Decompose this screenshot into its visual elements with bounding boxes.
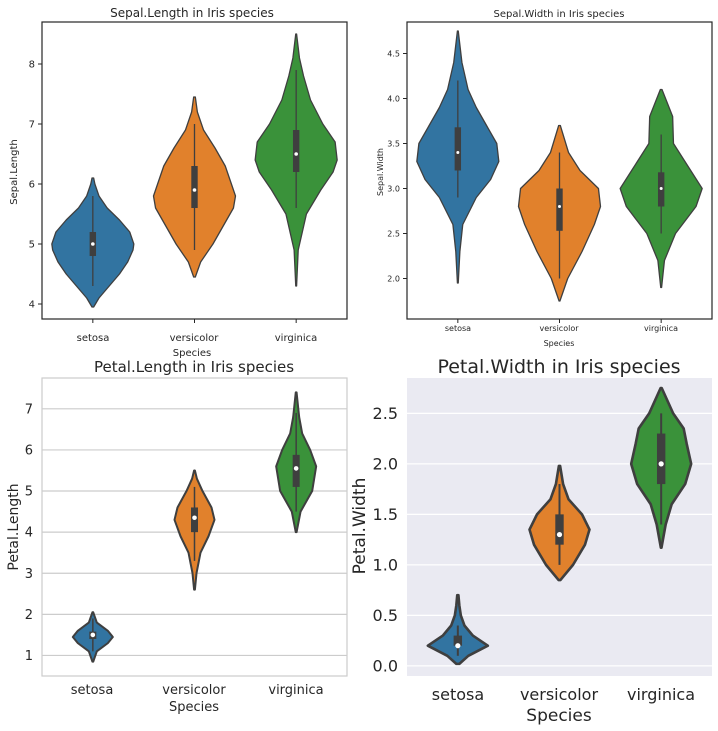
- median-point-setosa: [90, 632, 96, 638]
- iqr-box-setosa: [453, 635, 463, 646]
- median-point-virginica: [658, 461, 664, 467]
- y-tick-label: 7: [29, 120, 35, 131]
- y-tick-label: 4.0: [387, 94, 400, 103]
- violins: [426, 386, 693, 666]
- median-point-virginica: [659, 187, 663, 190]
- violins: [416, 30, 703, 302]
- iqr-box-virginica: [656, 433, 666, 485]
- y-tick-label: 6: [25, 443, 33, 458]
- plot-area: 2.0 2.5 3.0 3.5 4.0 4.5: [387, 21, 713, 323]
- y-axis-label-petal-width: Petal.Width: [350, 478, 370, 575]
- y-tick-label: 0.0: [373, 656, 398, 675]
- plot-frame: [41, 21, 348, 320]
- median-point-versicolor: [192, 515, 197, 521]
- chart-panel-petal-width: 0.0 0.5 1.0 1.5 2.0 2.5 Petal.Width in Iris s…: [350, 356, 712, 726]
- x-tick-group: setosa versicolor virginica: [432, 685, 695, 704]
- y-tick-label: 0.5: [373, 606, 398, 625]
- iqr-box-virginica: [292, 454, 300, 487]
- x-tick-label: virginica: [627, 685, 695, 704]
- x-tick-label: setosa: [432, 685, 484, 704]
- y-tick-label: 7: [25, 402, 33, 417]
- chart-panel-sepal-length: 4 5 6 7 8 Sepal.Length in Iris species Speci…: [9, 6, 348, 359]
- iqr-box-versicolor: [191, 166, 198, 208]
- x-tick-label: versicolor: [539, 324, 579, 333]
- y-tick-label: 1: [25, 649, 33, 664]
- y-tick-label: 4: [29, 300, 35, 311]
- plot-frame: [406, 21, 713, 320]
- x-tick-label: setosa: [71, 683, 114, 698]
- chart-title-sepal-length: Sepal.Length in Iris species: [110, 6, 274, 20]
- y-tick-label: 2.0: [373, 454, 398, 473]
- chart-title-petal-length: Petal.Length in Iris species: [94, 358, 294, 376]
- median-point-setosa: [91, 242, 95, 246]
- y-tick-label: 1.5: [373, 505, 398, 524]
- median-point-virginica: [293, 466, 299, 471]
- y-tick-label: 1.0: [373, 555, 398, 574]
- x-tick-label: virginica: [644, 324, 678, 333]
- x-tick-label: setosa: [445, 324, 471, 333]
- x-tick-label: versicolor: [520, 685, 598, 704]
- iqr-box-setosa: [454, 127, 462, 171]
- median-point-versicolor: [558, 205, 561, 208]
- chart-title-sepal-width: Sepal.Width in Iris species: [493, 9, 624, 20]
- x-tick-label: versicolor: [162, 683, 226, 698]
- y-tick-label: 4: [25, 526, 33, 541]
- x-tick-group: setosa versicolor virginica: [71, 683, 324, 698]
- plot-area: 1 2 3 4 5 6 7: [25, 377, 348, 677]
- iqr-box-versicolor: [556, 188, 563, 231]
- y-tick-label: 8: [29, 60, 35, 71]
- y-tick-label: 2.5: [373, 404, 398, 423]
- iqr-box-virginica: [292, 130, 300, 172]
- chart-panel-petal-length: 1 2 3 4 5 6 7 Petal.Length in Iris species Spe…: [6, 358, 348, 715]
- median-point-versicolor: [192, 188, 197, 192]
- iqr-box-versicolor: [555, 514, 564, 545]
- plot-frame: [41, 377, 348, 677]
- y-axis-label-sepal-length: Sepal.Length: [9, 139, 20, 204]
- y-tick-label: 3: [25, 567, 33, 582]
- y-tick-label: 2.5: [387, 229, 400, 238]
- plot-area: 4 5 6 7 8: [29, 21, 348, 323]
- x-axis-label-petal-width: Species: [526, 706, 592, 726]
- y-tick-label: 4.5: [387, 49, 400, 58]
- median-point-setosa: [456, 151, 460, 154]
- y-axis-label-petal-length: Petal.Length: [6, 483, 22, 570]
- x-tick-label: setosa: [77, 333, 110, 344]
- y-tick-label: 2.0: [387, 274, 400, 283]
- violins: [71, 391, 318, 663]
- chart-title-petal-width: Petal.Width in Iris species: [437, 356, 680, 378]
- y-tick-label: 2: [25, 608, 33, 623]
- x-tick-group: setosa versicolor virginica: [445, 324, 678, 333]
- y-axis-label-sepal-width: Sepal.Width: [376, 148, 385, 196]
- x-axis-label-sepal-width: Species: [544, 339, 575, 348]
- violins: [51, 33, 338, 308]
- x-tick-group: setosa versicolor virginica: [77, 333, 318, 344]
- median-point-versicolor: [556, 531, 563, 538]
- x-axis-label-sepal-length: Species: [173, 348, 212, 359]
- y-tick-label: 3.5: [387, 139, 400, 148]
- y-tick-label: 5: [25, 485, 33, 500]
- x-tick-label: versicolor: [170, 333, 220, 344]
- median-point-virginica: [294, 152, 298, 156]
- x-axis-label-petal-length: Species: [169, 700, 219, 715]
- x-tick-label: virginica: [275, 333, 318, 344]
- median-point-setosa: [455, 643, 461, 649]
- y-tick-label: 5: [29, 240, 35, 251]
- x-tick-label: virginica: [268, 683, 323, 698]
- plot-area: 0.0 0.5 1.0 1.5 2.0 2.5: [373, 378, 712, 676]
- y-tick-label: 6: [29, 180, 35, 191]
- y-tick-label: 3.0: [387, 184, 400, 193]
- chart-panel-sepal-width: 2.0 2.5 3.0 3.5 4.0 4.5 Sepal.Width in Iris s…: [376, 9, 713, 348]
